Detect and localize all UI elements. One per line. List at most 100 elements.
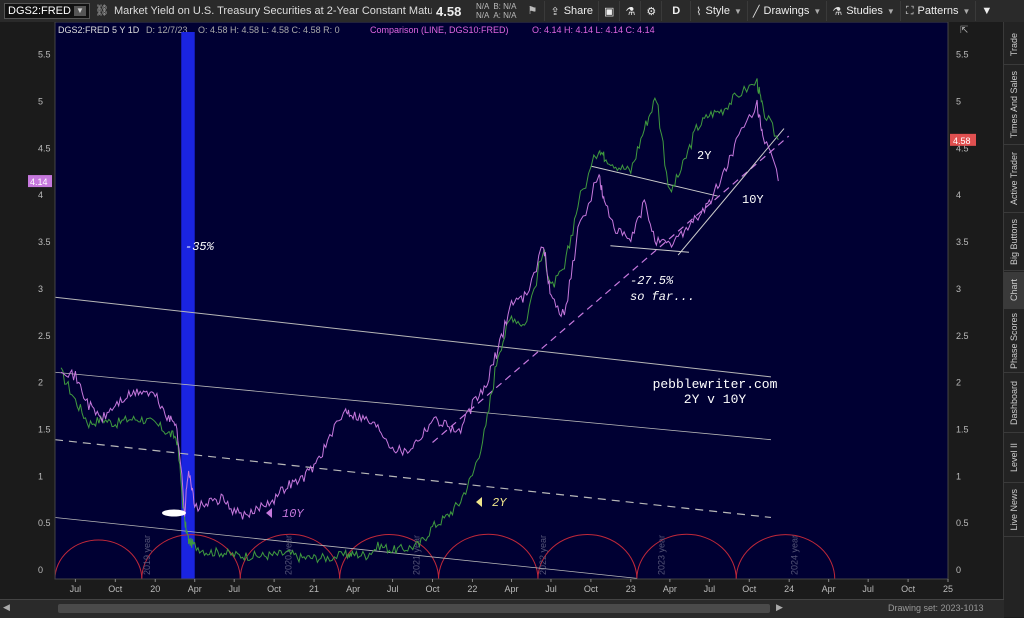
flag-icon[interactable]: ⚑ bbox=[527, 5, 538, 17]
year-watermark: 2024 year bbox=[789, 535, 799, 575]
sidebar-tab-big-buttons[interactable]: Big Buttons bbox=[1004, 214, 1024, 271]
flask-icon: ⚗ bbox=[625, 5, 636, 18]
chart-header-ohlc: O: 4.58 H: 4.58 L: 4.58 C: 4.58 R: 0 bbox=[198, 25, 340, 35]
sidebar-tab-label: Active Trader bbox=[1009, 152, 1019, 206]
symbol-description: Market Yield on U.S. Treasury Securities… bbox=[114, 5, 432, 17]
x-tick-label: Oct bbox=[742, 584, 757, 594]
patterns-button[interactable]: ⛶ Patterns ▼ bbox=[899, 1, 976, 21]
share-button[interactable]: ⇪ Share bbox=[544, 1, 598, 21]
camera-icon: ▣ bbox=[604, 5, 615, 18]
x-tick-label: Apr bbox=[346, 584, 360, 594]
x-tick-label: Apr bbox=[504, 584, 518, 594]
style-button[interactable]: ⌇ Style ▼ bbox=[690, 1, 747, 21]
annotation-2y-top: 2Y bbox=[697, 149, 711, 163]
aggregation-label: D bbox=[672, 5, 681, 17]
chart-area[interactable]: DGS2:FRED 5 Y 1D D: 12/7/23 O: 4.58 H: 4… bbox=[0, 21, 1004, 599]
expand-icon[interactable]: ⇱ bbox=[960, 25, 968, 36]
x-tick-label: Apr bbox=[822, 584, 836, 594]
style-label: Style bbox=[705, 5, 730, 17]
x-tick-label: 23 bbox=[626, 584, 636, 594]
year-watermark: 2022 year bbox=[538, 535, 548, 575]
x-tick-label: 20 bbox=[150, 584, 160, 594]
chevron-down-icon: ▼ bbox=[981, 5, 993, 17]
sidebar-tab-live-news[interactable]: Live News bbox=[1004, 484, 1024, 537]
more-button[interactable]: ▼ bbox=[975, 1, 997, 21]
x-tick-label: Jul bbox=[228, 584, 240, 594]
sidebar-tab-phase-scores[interactable]: Phase Scores bbox=[1004, 310, 1024, 373]
settings-button[interactable]: ⚙ bbox=[640, 1, 661, 21]
cycle-arc bbox=[438, 533, 539, 580]
studies-button[interactable]: ⚗ Studies ▼ bbox=[826, 1, 900, 21]
drawings-button[interactable]: ╱ Drawings ▼ bbox=[746, 1, 826, 21]
cycle-arc bbox=[54, 539, 143, 580]
chevron-down-icon: ▼ bbox=[962, 6, 971, 16]
cycle-arc bbox=[537, 534, 638, 580]
annotation-10y: 10Y bbox=[282, 507, 304, 521]
share-label: Share bbox=[563, 5, 594, 17]
cycle-arc bbox=[735, 534, 836, 580]
trendline bbox=[54, 517, 637, 579]
sidebar-tab-dashboard[interactable]: Dashboard bbox=[1004, 374, 1024, 433]
y-tick-right: 1.5 bbox=[956, 424, 969, 434]
sidebar-tab-active-trader[interactable]: Active Trader bbox=[1004, 146, 1024, 213]
cycle-arc bbox=[636, 533, 737, 580]
channel-line bbox=[610, 245, 689, 253]
bid-value: B: N/A bbox=[493, 2, 517, 11]
y-tick-left: 3 bbox=[38, 284, 43, 294]
link-icon[interactable]: ⛓ bbox=[95, 5, 109, 17]
left-value-badge bbox=[28, 175, 52, 188]
x-tick-label: Oct bbox=[425, 584, 440, 594]
na-value-2: N/A bbox=[476, 11, 490, 20]
scroll-right-icon[interactable]: ▶ bbox=[776, 602, 783, 612]
chevron-down-icon: ▼ bbox=[734, 6, 742, 16]
y-tick-left: 0.5 bbox=[38, 518, 51, 528]
sidebar-tab-label: Times And Sales bbox=[1009, 71, 1019, 139]
sidebar-tab-label: Dashboard bbox=[1009, 380, 1019, 426]
x-tick-label: Oct bbox=[584, 584, 599, 594]
snapshot-button[interactable]: ▣ bbox=[598, 1, 619, 21]
y-tick-left: 3.5 bbox=[38, 237, 51, 247]
sidebar-tab-chart[interactable]: Chart bbox=[1004, 272, 1024, 309]
series-line-dgs10 bbox=[60, 99, 779, 520]
symbol-selector[interactable]: DGS2:FRED ▼ bbox=[4, 3, 90, 19]
horizontal-scrollbar[interactable]: ◀ ▶ Drawing set: 2023-1013 bbox=[0, 599, 1004, 618]
aggregation-button[interactable]: D bbox=[661, 1, 690, 21]
annotation-10y-top: 10Y bbox=[742, 193, 764, 207]
y-tick-left: 2 bbox=[38, 378, 43, 388]
y-tick-right: 4 bbox=[956, 190, 961, 200]
chevron-down-icon: ▼ bbox=[813, 6, 822, 16]
bid-ask: B: N/A A: N/A bbox=[493, 2, 516, 20]
annotation-minus-35: -35% bbox=[185, 240, 215, 254]
year-watermark: 2019 year bbox=[142, 535, 152, 575]
right-axis-panel bbox=[948, 22, 1004, 579]
y-tick-right: 5.5 bbox=[956, 50, 969, 60]
share-icon: ⇪ bbox=[550, 5, 560, 18]
sidebar-tab-level-ii[interactable]: Level II bbox=[1004, 434, 1024, 483]
x-tick-label: Apr bbox=[663, 584, 677, 594]
chart-header-date: D: 12/7/23 bbox=[146, 25, 188, 35]
scrollbar-thumb[interactable] bbox=[58, 604, 770, 613]
comparison-ohlc: O: 4.14 H: 4.14 L: 4.14 C: 4.14 bbox=[532, 25, 655, 35]
annotation-so-far: so far... bbox=[630, 290, 695, 304]
x-tick-label: Jul bbox=[387, 584, 399, 594]
sidebar-tab-trade[interactable]: Trade bbox=[1004, 26, 1024, 65]
y-tick-right: 0 bbox=[956, 565, 961, 575]
y-tick-right: 2 bbox=[956, 378, 961, 388]
y-tick-left: 2.5 bbox=[38, 331, 51, 341]
x-tick-label: Oct bbox=[901, 584, 916, 594]
y-tick-left: 5.5 bbox=[38, 50, 51, 60]
x-tick-label: Jul bbox=[70, 584, 82, 594]
beaker-button[interactable]: ⚗ bbox=[619, 1, 640, 21]
sidebar-tab-label: Phase Scores bbox=[1009, 312, 1019, 370]
na-values: N/A N/A bbox=[476, 2, 489, 20]
chevron-down-icon[interactable]: ▼ bbox=[74, 6, 86, 16]
left-axis-panel bbox=[0, 22, 55, 579]
scroll-left-icon[interactable]: ◀ bbox=[3, 602, 10, 612]
x-tick-label: Jul bbox=[704, 584, 716, 594]
sidebar-tab-times-and-sales[interactable]: Times And Sales bbox=[1004, 66, 1024, 145]
price-chart[interactable]: DGS2:FRED 5 Y 1D D: 12/7/23 O: 4.58 H: 4… bbox=[0, 21, 1004, 599]
year-watermark: 2023 year bbox=[657, 535, 667, 575]
y-tick-right: 4.5 bbox=[956, 143, 969, 153]
y-tick-right: 1 bbox=[956, 471, 961, 481]
